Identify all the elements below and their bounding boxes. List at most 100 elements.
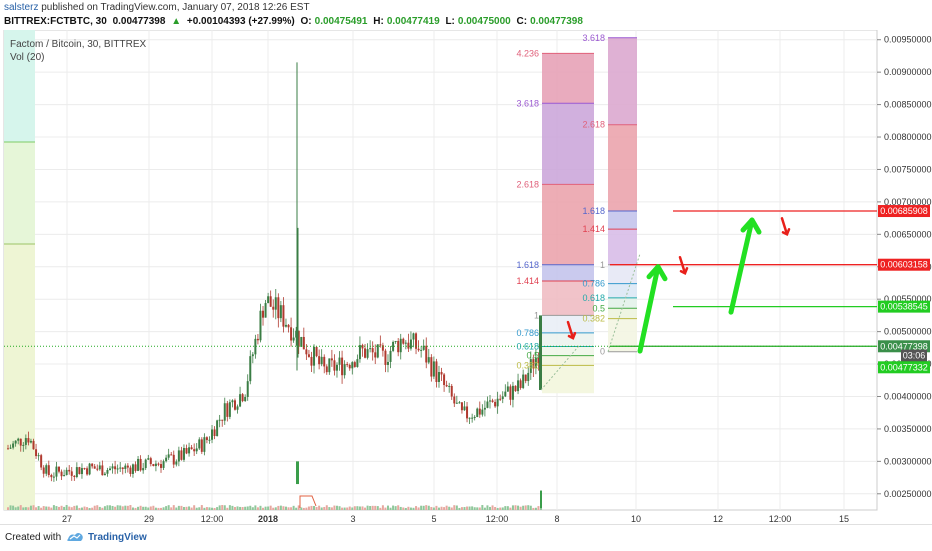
candle-body — [356, 359, 359, 367]
volume-bar — [264, 506, 267, 510]
candle-body — [213, 429, 216, 437]
symbol-name: BITTREX:FCTBTC, 30 — [4, 16, 107, 27]
volume-bar — [494, 507, 497, 510]
last-price: 0.00477398 — [112, 16, 166, 27]
volume-bar — [193, 505, 196, 510]
y-tick-label: 0.00550000 — [884, 294, 932, 304]
candle-body — [24, 438, 27, 445]
volume-bar — [142, 506, 145, 510]
volume-bar — [307, 506, 310, 510]
price-tag-label: 0.00538545 — [880, 302, 928, 312]
candle-body — [147, 458, 150, 460]
candle-body — [392, 341, 395, 351]
candle-body — [496, 398, 499, 407]
x-axis[interactable]: 27 29 12:00 2018 3 5 12:00 8 10 12 12:00 15 — [62, 514, 849, 524]
volume-bar — [389, 507, 392, 510]
candle-body — [471, 417, 474, 419]
volume-bar — [50, 507, 53, 510]
candle-body — [175, 461, 178, 465]
volume-bar — [262, 507, 265, 510]
candle-body — [407, 342, 410, 349]
fib-label-right: 2.618 — [582, 120, 605, 130]
volume-bar — [440, 506, 443, 510]
plot-area[interactable] — [3, 30, 878, 511]
price-tag — [878, 258, 930, 271]
candle-body — [75, 467, 78, 477]
volume-bar — [506, 506, 509, 510]
volume-bar — [35, 507, 38, 510]
candle-body — [412, 333, 415, 340]
volume-spike — [296, 461, 299, 485]
y-tick-label: 0.00850000 — [884, 100, 932, 110]
candle-body — [78, 467, 81, 475]
candle-body — [300, 336, 303, 347]
candle-body — [529, 359, 532, 373]
candle-body — [478, 408, 481, 415]
candle-body — [330, 358, 333, 361]
volume-bar — [256, 507, 259, 510]
candle-body — [198, 439, 201, 449]
volume-bar — [302, 507, 305, 510]
close-value: 0.00477398 — [530, 16, 583, 27]
candle-body — [443, 374, 446, 386]
candle-body — [63, 475, 66, 477]
volume-bar — [246, 506, 249, 510]
price-chart[interactable]: 4.2363.6182.6181.6181.41410.7860.6180.50… — [0, 30, 932, 524]
volume-bar — [501, 507, 504, 510]
candle-body — [144, 459, 147, 469]
candle-body — [404, 342, 407, 344]
y-tick-label: 0.00400000 — [884, 391, 932, 401]
candle-body — [267, 296, 270, 304]
chart-title: Factom / Bitcoin, 30, BITTREX — [10, 39, 146, 50]
volume-bar — [119, 505, 122, 510]
candle-body — [126, 465, 129, 468]
candle-body — [346, 364, 349, 366]
fib-label-left: 4.236 — [516, 48, 539, 58]
volume-bar — [333, 505, 336, 510]
volume-bar — [106, 505, 109, 510]
volume-bar — [295, 507, 298, 510]
candle-body — [389, 350, 392, 362]
candle-body — [499, 398, 502, 400]
candle-body — [524, 374, 527, 382]
author-link[interactable]: salsterz — [4, 2, 39, 13]
candle-body — [527, 372, 530, 382]
volume-bar — [165, 506, 168, 510]
volume-bar — [509, 507, 512, 510]
candle-body — [425, 345, 428, 363]
horizontal-lines[interactable] — [4, 210, 877, 391]
volume-bar — [29, 505, 32, 510]
candle-body — [313, 346, 316, 366]
volume-bar — [313, 506, 316, 510]
fib-label-left: 1.618 — [516, 260, 539, 270]
fib-zone-left — [542, 346, 594, 356]
x-tick-label: 27 — [62, 514, 72, 524]
tradingview-brand[interactable]: TradingView — [88, 532, 147, 543]
volume-bar — [126, 505, 129, 510]
candle-body — [98, 465, 101, 470]
volume-bar — [114, 506, 117, 510]
candle-body — [328, 358, 331, 373]
candle-body — [488, 400, 491, 402]
volume-bar — [404, 507, 407, 510]
volume-bar — [65, 505, 68, 510]
candle-body — [193, 449, 196, 452]
volume-bar — [152, 505, 155, 510]
volume-bar — [274, 507, 277, 510]
fib-label-left: 0.5 — [526, 351, 539, 361]
candle-body — [154, 463, 157, 467]
volume-bar — [330, 507, 333, 510]
candle-body — [338, 357, 341, 365]
fib-zone-left — [542, 264, 594, 282]
projection-line-2 — [607, 253, 641, 352]
fib-zone-left — [542, 355, 594, 366]
tradingview-logo-icon[interactable] — [66, 530, 84, 544]
volume-bar — [267, 506, 270, 510]
candle-body — [323, 356, 326, 367]
candle-body — [12, 443, 15, 448]
volume-bar — [96, 505, 99, 510]
fib-label-right: 0.5 — [592, 303, 605, 313]
volume-bar — [177, 505, 180, 510]
candle-body — [124, 465, 127, 469]
volume-bar — [188, 506, 191, 510]
